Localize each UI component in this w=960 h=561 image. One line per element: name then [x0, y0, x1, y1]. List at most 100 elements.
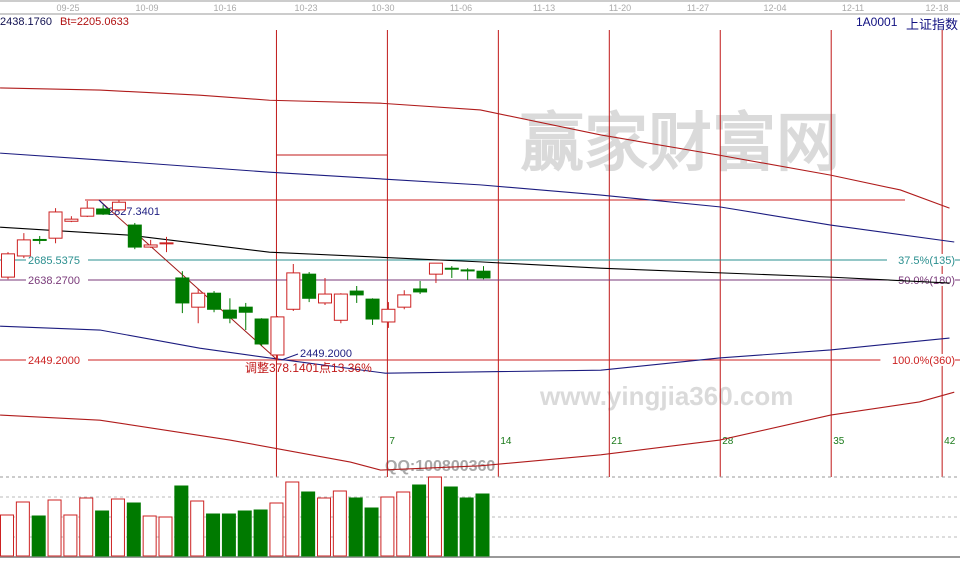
candle — [16, 233, 31, 259]
time-line-label: 14 — [500, 436, 512, 447]
candle-body — [16, 239, 31, 257]
volume-bar — [47, 499, 62, 557]
candle — [48, 208, 63, 244]
band-inner-lower-line — [0, 325, 950, 374]
candle-body — [397, 294, 412, 308]
candle — [207, 291, 222, 313]
volume-bar — [269, 502, 284, 557]
volume-bar — [364, 507, 379, 557]
candle-body — [96, 208, 111, 215]
candle — [222, 298, 237, 324]
volume-bar — [79, 497, 94, 557]
low-label: 2449.2000 — [300, 348, 352, 360]
candle-body — [111, 201, 126, 211]
volume-bar — [190, 500, 205, 557]
volume-bar — [285, 481, 300, 557]
candle — [270, 316, 285, 360]
candle-body — [318, 293, 332, 304]
date-label: 10-30 — [371, 3, 394, 13]
fib-ratio-label: 37.5%(135) — [898, 255, 955, 267]
candle-body — [191, 292, 206, 308]
date-label: 12-18 — [925, 3, 948, 13]
volume-bar — [206, 513, 221, 557]
candle-body — [302, 273, 317, 299]
volume-bar — [0, 514, 14, 557]
time-line-label: 35 — [833, 436, 845, 447]
volume-bar — [237, 510, 252, 557]
candle — [413, 280, 428, 295]
band-outer-upper-line — [0, 87, 950, 209]
volume-bar — [110, 498, 125, 557]
bt-value: Bt=2205.0633 — [60, 16, 129, 28]
candle — [365, 298, 380, 325]
candle-body — [1, 253, 15, 278]
candle — [333, 293, 348, 324]
candle-body — [222, 309, 237, 319]
fib-label-bg — [26, 273, 88, 286]
fib-level-label: 2685.5375 — [28, 255, 80, 267]
candle-body — [365, 298, 380, 320]
candle-body — [48, 211, 63, 239]
time-line-label: 28 — [722, 436, 734, 447]
watermark-url: www.yingjia360.com — [539, 381, 793, 411]
candle — [286, 264, 301, 311]
candle — [127, 222, 142, 250]
volume-bar — [174, 485, 189, 557]
band-outer-lower-line — [0, 391, 955, 471]
candle-body — [428, 262, 443, 275]
candle-body — [159, 242, 174, 245]
volume-bar — [380, 496, 395, 557]
candle — [191, 288, 206, 324]
candle — [96, 205, 111, 215]
volume-bar — [348, 497, 363, 557]
candle-body — [238, 306, 253, 313]
time-line-label: 7 — [389, 436, 395, 447]
symbol-name: 上证指数 — [906, 17, 959, 32]
volume-bar — [95, 510, 110, 557]
volume-bar — [142, 515, 157, 557]
candle — [111, 199, 126, 212]
candle — [397, 290, 412, 310]
candle — [238, 302, 253, 331]
candle-body — [32, 238, 47, 241]
volume-bar — [301, 491, 316, 557]
volume-bar — [158, 516, 173, 557]
left-value: 2438.1760 — [0, 16, 52, 28]
candle — [32, 236, 47, 245]
volume-bar — [412, 484, 427, 557]
volume-bar — [427, 476, 442, 557]
fib-level-label: 2449.2000 — [28, 355, 80, 367]
volume-bar — [63, 514, 78, 557]
volume-bar — [126, 502, 141, 557]
date-label: 12-11 — [842, 3, 864, 13]
candle-body — [460, 269, 475, 272]
date-label: 11-27 — [687, 3, 709, 13]
candle — [64, 216, 79, 223]
candle-body — [349, 290, 364, 296]
candle — [254, 318, 269, 347]
volume-bar — [396, 491, 411, 557]
candle-body — [333, 293, 348, 321]
candle-body — [381, 308, 396, 323]
volume-bar — [31, 515, 46, 557]
date-label: 12-04 — [763, 3, 786, 13]
candle-body — [175, 277, 190, 304]
candle — [318, 277, 332, 306]
fib-label-bg — [26, 353, 88, 366]
candle — [143, 239, 158, 248]
adjust-label: 调整378.1401点13.36% — [245, 360, 372, 375]
candle-body — [413, 288, 428, 293]
date-label: 11-20 — [609, 3, 631, 13]
band-inner-upper-line — [0, 152, 955, 243]
candle — [476, 266, 491, 280]
fib-label-bg — [26, 253, 88, 266]
date-label: 09-25 — [56, 3, 79, 13]
fib-ratio-label: 100.0%(360) — [892, 355, 955, 367]
candle-body — [254, 318, 269, 345]
date-label: 10-23 — [294, 3, 317, 13]
volume-bar — [253, 509, 268, 557]
watermark-qq: QQ:100800360 — [385, 458, 495, 475]
candle-body — [270, 316, 285, 356]
volume-bar — [475, 493, 490, 557]
